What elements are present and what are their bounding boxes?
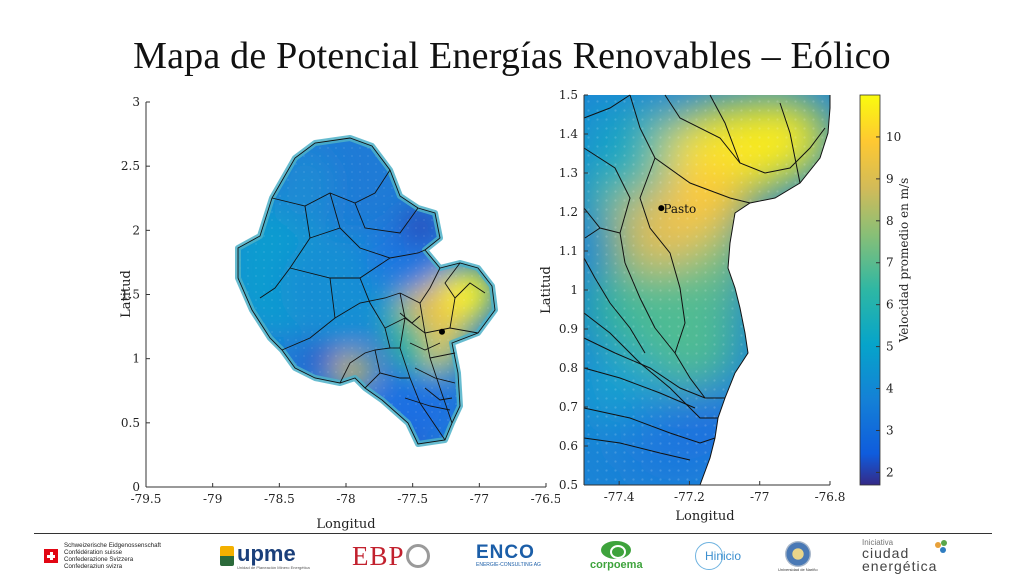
corpoema-name: corpoema [590,559,643,571]
swiss-line-2: Confédération suisse [64,549,123,556]
upme-logo: upme Unidad de Planeación Minero Energét… [220,538,310,574]
left-x-tick-label: -77 [470,492,489,506]
corpoema-logo: corpoema [590,538,643,574]
right-y-label: Latitud [539,266,554,314]
right-axis-labels: -77.4 -77.2 -77 -76.8 0.5 0.6 0.7 0.8 0.9 1 1.1 1.2… [559,88,845,504]
right-y-tick-label: 0.7 [559,400,578,414]
ciudad-initiative: Iniciativa [862,538,894,547]
colorbar-tick-label: 7 [886,256,894,270]
hinicio-name: Hinicio [705,549,742,563]
colorbar-tick-label: 8 [886,214,894,228]
upme-mark-icon [220,546,234,566]
enco-sub: ENERGIE-CONSULTING AG [476,562,541,568]
ebp-ring-icon [405,544,430,568]
colorbar-tick-label: 3 [886,423,894,437]
swiss-line-1: Schweizerische Eidgenossenschaft [64,542,161,549]
enco-name: ENCO [476,542,535,563]
left-municipal-boundaries [237,137,496,445]
right-x-tick-label: -77.2 [674,490,705,504]
right-y-tick-label: 1.3 [559,166,578,180]
slide-title: Mapa de Potencial Energías Renovables – … [133,35,891,77]
right-y-tick-label: 1.2 [559,205,578,219]
narino-seal-icon [784,540,811,567]
left-x-tick-label: -79 [203,492,222,506]
right-y-tick-label: 1.5 [559,88,578,102]
swiss-flag-icon [44,549,58,563]
left-y-tick-label: 1 [132,352,140,366]
colorbar [859,94,881,486]
enco-logo: ENCO ENERGIE-CONSULTING AG [476,538,541,574]
narino-name: Universidad de Nariño [778,566,818,572]
pasto-marker-right [658,205,665,212]
right-y-tick-label: 1.4 [559,127,578,141]
right-x-tick-label: -77 [750,490,769,504]
upme-name: upme [237,540,296,566]
ebp-name: EBP [352,540,405,571]
swiss-line-3: Confederazione Svizzera [64,556,134,563]
ebp-logo: EBP [352,538,430,574]
hinicio-circle-icon [695,542,723,570]
left-y-tick-label: 1.5 [121,288,140,302]
left-y-tick-label: 2 [132,223,140,237]
colorbar-tick-label: 2 [886,465,894,479]
colorbar-tick-label: 6 [886,298,894,312]
left-heatmap [238,138,495,444]
ciudad-energetica-logo: Iniciativa ciudad energética [862,538,937,574]
colorbar-label: Velocidad promedio en m/s [897,178,911,344]
colorbar-tick-label: 10 [886,130,901,144]
left-y-tick-label: 0 [132,480,140,494]
right-municipal-boundaries [583,94,831,486]
pasto-label: Pasto [663,202,696,216]
left-x-tick-label: -79.5 [131,492,162,506]
ciudad-energetica-word: energética [862,558,938,574]
left-x-label: Longitud [316,517,375,532]
left-y-tick-label: 0.5 [121,416,140,430]
ciudad-spark-icon [935,540,949,554]
upme-sub: Unidad de Planeación Minero Energética [237,564,310,570]
ciudad-word: ciudad [862,545,910,561]
right-y-tick-label: 1 [570,283,578,297]
left-y-tick-label: 2.5 [121,159,140,173]
colorbar-tick-label: 9 [886,172,894,186]
swiss-line-4: Confederaziun svizra [64,563,123,570]
right-y-tick-label: 0.6 [559,439,578,453]
pasto-marker-left [439,328,445,335]
colorbar-tick-label: 5 [886,340,894,354]
right-y-tick-label: 0.8 [559,361,578,375]
chart-left: -79.5 -79 -78.5 -78 -77.5 -77 -76.5 0 0.5 1 1.5 2 2.… [119,95,560,532]
left-y-label: Latitud [119,270,134,318]
hinicio-logo: Hinicio [695,538,741,574]
left-x-tick-label: -78 [336,492,355,506]
right-x-tick-label: -76.8 [815,490,846,504]
right-heatmap [584,95,830,485]
footer-divider [34,533,992,534]
right-x-label: Longitud [675,509,734,524]
left-x-tick-label: -78.5 [264,492,295,506]
swiss-logo: Schweizerische Eidgenossenschaft Confédé… [44,538,161,574]
left-x-tick-label: -77.5 [397,492,428,506]
narino-logo: Universidad de Nariño [778,538,818,574]
right-y-tick-label: 0.9 [559,322,578,336]
left-axis-labels: -79.5 -79 -78.5 -78 -77.5 -77 -76.5 0 0.5 1 1.5 2 2.… [121,95,560,506]
left-x-tick-label: -76.5 [531,492,560,506]
left-y-tick-label: 3 [132,95,140,109]
right-y-tick-label: 0.5 [559,478,578,492]
right-y-tick-label: 1.1 [559,244,578,258]
chart-right: -77.4 -77.2 -77 -76.8 0.5 0.6 0.7 0.8 0.9 1 1.1 1.2… [539,88,911,524]
corpoema-leaf-icon [601,541,632,559]
right-x-tick-label: -77.4 [604,490,635,504]
colorbar-ticks: 2 3 4 5 6 7 8 9 10 [876,130,901,479]
colorbar-tick-label: 4 [886,382,894,396]
